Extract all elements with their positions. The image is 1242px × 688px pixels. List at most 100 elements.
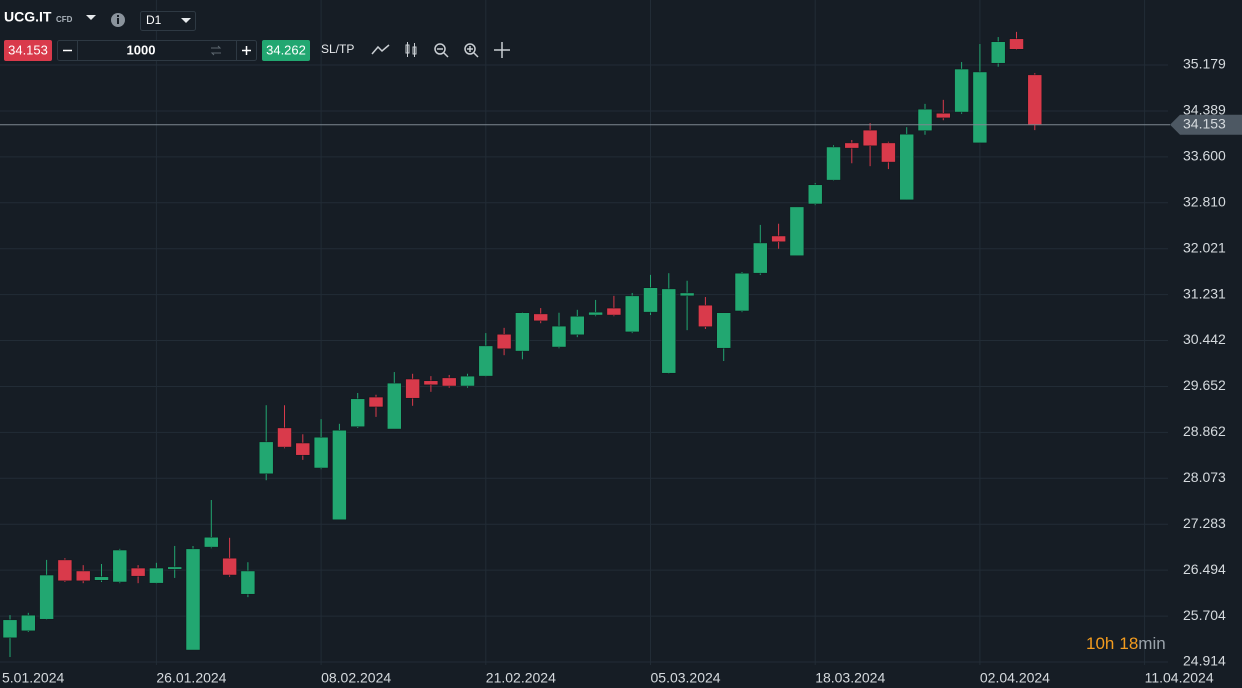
- x-tick-label: 08.02.2024: [321, 670, 391, 686]
- info-icon-bar: [117, 18, 119, 24]
- swap-icon[interactable]: [210, 45, 222, 56]
- candle-body: [698, 304, 713, 327]
- candle-body: [222, 557, 237, 576]
- candle-body: [240, 570, 256, 595]
- symbol[interactable]: UCG.IT: [4, 9, 52, 25]
- countdown-hours: 10h: [1086, 634, 1114, 653]
- candle-body: [734, 272, 750, 312]
- y-tick-label: 31.231: [1183, 285, 1226, 301]
- timeframe-select[interactable]: [140, 11, 196, 31]
- candle-body: [2, 619, 18, 639]
- timeframe: D1: [146, 13, 162, 27]
- grid: [0, 0, 1168, 665]
- quantity-input[interactable]: [57, 40, 257, 61]
- candle-body: [441, 377, 457, 387]
- candle-body: [881, 142, 896, 163]
- symbol-dropdown[interactable]: [86, 15, 96, 20]
- zoom-out-icon[interactable]: [434, 43, 449, 58]
- candle-body: [862, 129, 878, 147]
- y-tick-label: 24.914: [1183, 653, 1226, 669]
- candle-body: [570, 315, 585, 336]
- sell-button[interactable]: [4, 40, 52, 61]
- sell-price: 34.153: [8, 42, 48, 57]
- candle-body: [167, 566, 182, 570]
- candle-body: [954, 68, 969, 113]
- candle-body: [972, 71, 988, 144]
- x-tick-label: 05.03.2024: [651, 670, 721, 686]
- y-tick-label: 33.600: [1183, 148, 1226, 164]
- info-icon-dot: [117, 15, 119, 17]
- candle-body: [753, 242, 768, 274]
- candle-body: [21, 614, 36, 632]
- timeframe-dropdown: [181, 18, 191, 23]
- candle-body: [771, 235, 786, 243]
- y-tick-label: 29.652: [1183, 377, 1226, 393]
- y-tick-label: 25.704: [1183, 607, 1226, 623]
- candle-body: [204, 536, 219, 548]
- candle-body: [112, 549, 128, 583]
- candle-body: [350, 398, 365, 427]
- candle-body: [57, 559, 73, 582]
- candle-body: [1027, 74, 1043, 125]
- current-price-label: 34.153: [1183, 115, 1226, 131]
- candle-body: [368, 396, 384, 408]
- candle-body: [1009, 38, 1024, 50]
- candle-body: [405, 378, 420, 399]
- axis: 35.179 34.389 33.600 32.810 32.021 31.231 30.4…: [0, 56, 1242, 686]
- line-chart-icon[interactable]: [371, 44, 390, 55]
- candle-body: [94, 576, 109, 581]
- candle-body: [899, 133, 914, 201]
- countdown: 10h 18min: [1086, 634, 1166, 653]
- y-tick-label: 28.073: [1183, 469, 1226, 485]
- candle-body: [990, 41, 1006, 64]
- candle-body: [551, 325, 567, 348]
- candle-body: [75, 570, 91, 582]
- candle-body: [387, 382, 402, 430]
- candle-body: [496, 333, 512, 350]
- candle-body: [533, 313, 548, 322]
- candle-body: [39, 574, 54, 620]
- y-tick-label: 32.021: [1183, 239, 1226, 255]
- candle-body: [936, 112, 951, 119]
- candle-body: [295, 442, 311, 456]
- candle-body: [624, 295, 640, 333]
- x-tick-label: 21.02.2024: [486, 670, 556, 686]
- candle-body: [130, 567, 146, 577]
- y-tick-label: 26.494: [1183, 561, 1226, 577]
- candle-body: [643, 287, 658, 313]
- candle-body: [606, 307, 622, 316]
- candle-body: [588, 311, 603, 316]
- zoom-in-icon[interactable]: [464, 43, 479, 58]
- y-tick-label: 27.283: [1183, 515, 1226, 531]
- candle-body: [423, 380, 439, 386]
- y-tick-label: 35.179: [1183, 56, 1226, 72]
- candle-body: [460, 375, 475, 387]
- candle-body: [313, 436, 329, 469]
- x-tick-label: 5.01.2024: [2, 670, 64, 686]
- candle-body: [679, 292, 695, 297]
- candle-chart-icon[interactable]: [405, 42, 417, 57]
- candle-body: [149, 567, 164, 584]
- candle-body: [277, 427, 292, 448]
- pan-icon[interactable]: [494, 42, 510, 58]
- candle-body: [716, 312, 731, 349]
- candle-body: [515, 312, 530, 352]
- x-tick-label: 02.04.2024: [980, 670, 1050, 686]
- candle-body: [258, 441, 274, 475]
- candle-body: [807, 184, 823, 205]
- sl-tp[interactable]: SL/TP: [321, 42, 354, 56]
- symbol-tag: CFD: [56, 15, 73, 24]
- y-tick-label: 34.389: [1183, 102, 1226, 118]
- y-tick-label: 32.810: [1183, 194, 1226, 210]
- current-price-box: [1170, 114, 1242, 135]
- candle-body: [478, 345, 494, 377]
- countdown-minutes: 18: [1119, 634, 1138, 653]
- buy-button[interactable]: [262, 40, 310, 61]
- quantity: 1000: [127, 42, 156, 57]
- countdown-unit: min: [1138, 634, 1165, 653]
- candle-body: [332, 429, 347, 521]
- candle-body: [185, 548, 201, 651]
- candle-body: [917, 108, 933, 131]
